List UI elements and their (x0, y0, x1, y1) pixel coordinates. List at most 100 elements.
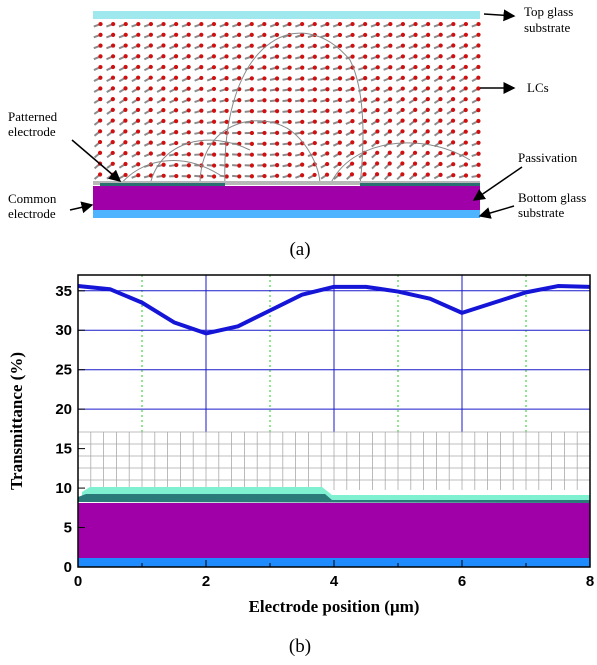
lc-dot (148, 118, 153, 123)
lc-dot (451, 86, 456, 91)
lc-dot (425, 140, 430, 145)
lc-dot (451, 173, 456, 178)
lc-dot (300, 173, 305, 178)
lc-dot (350, 97, 355, 102)
lc-dot (123, 32, 128, 37)
lc-dot (337, 140, 342, 145)
caption: (a) (289, 239, 310, 260)
lc-dot (224, 108, 229, 114)
lc-dot (136, 43, 141, 48)
lc-dot (199, 54, 204, 59)
lc-dot (110, 75, 116, 80)
y-tick-label: 10 (55, 480, 72, 497)
lc-dot (476, 129, 481, 134)
lc-dot (287, 109, 292, 114)
lc-dot (262, 32, 267, 37)
lc-dot (375, 54, 380, 59)
lc-dot (463, 162, 469, 167)
lc-dot (211, 86, 217, 92)
lc-dot (161, 32, 166, 37)
lc-dot (237, 65, 242, 70)
lc-dot (337, 43, 343, 48)
lc-dot (476, 75, 481, 80)
lc-dot (211, 130, 217, 135)
lc-dot (450, 140, 456, 145)
lc-dot (262, 109, 267, 114)
lc-dot (224, 65, 229, 70)
lc-dot (362, 118, 368, 124)
lc-dot (98, 64, 103, 70)
lc-dot (173, 75, 179, 80)
lc-dot (337, 87, 343, 92)
lc-dot (199, 130, 204, 135)
lc-dot (413, 54, 418, 59)
lc-dot (287, 141, 292, 146)
lc-dot (249, 98, 254, 103)
lc-dot (300, 151, 305, 157)
lc-dot (325, 65, 330, 70)
lc-dot (374, 172, 380, 177)
lc-dot (463, 140, 468, 145)
lc-cell-diagram: Top glass substrate LCs Patterned electr… (8, 4, 586, 260)
label: Top glass (524, 4, 573, 19)
lc-dot (337, 161, 342, 166)
lc-dot (135, 129, 141, 134)
lc-dot (451, 64, 456, 70)
lc-dot (287, 43, 292, 48)
lc-dot (161, 129, 166, 134)
lc-dot (476, 118, 481, 124)
lc-dot (375, 129, 380, 134)
lc-dot (110, 107, 115, 112)
lc-dot (110, 97, 115, 102)
lc-dot (451, 43, 456, 48)
lc-dot (123, 107, 128, 112)
lc-dot (350, 32, 355, 38)
lc-dot (375, 65, 380, 70)
lc-dot (287, 130, 292, 135)
field-lines (119, 32, 471, 186)
plot: 0 2 4 6 8 0 5 10 15 20 25 30 35 (55, 274, 594, 590)
lc-dot (337, 54, 343, 59)
lc-dot (438, 75, 443, 80)
lc-dot (287, 98, 292, 103)
lc-dot (350, 86, 355, 92)
label: Common (8, 191, 57, 206)
lc-dot (148, 129, 153, 134)
lc-dot (413, 86, 418, 91)
bottom-glass (93, 210, 480, 218)
lc-dot (262, 76, 267, 81)
lc-dot (136, 64, 141, 70)
lc-dot (362, 172, 367, 177)
lc-dot (237, 43, 242, 48)
lc-dot (174, 162, 179, 168)
lc-dot (337, 97, 343, 102)
lc-dot (148, 64, 153, 70)
lc-dot (476, 54, 481, 59)
lc-dot (110, 129, 115, 134)
transmittance-curve (77, 284, 591, 336)
lc-dot (463, 32, 469, 37)
lc-dot (173, 86, 179, 91)
lc-dot (325, 54, 330, 59)
lc-dot (211, 97, 217, 102)
y-tick-label: 15 (55, 441, 72, 458)
lc-dot (375, 43, 380, 48)
lc-dot (211, 32, 217, 37)
lc-dot (287, 65, 292, 70)
lc-dot (400, 129, 405, 134)
lc-dot (438, 32, 443, 37)
lc-dot (110, 86, 116, 91)
lc-dot (186, 75, 191, 80)
lc-dot (312, 76, 317, 81)
lc-dot (224, 97, 229, 103)
lc-dot (123, 54, 128, 59)
lc-dot (186, 54, 191, 59)
lc-dot (425, 54, 431, 59)
label: LCs (527, 80, 549, 95)
label: Bottom glass (518, 190, 586, 205)
lc-dot (199, 141, 204, 146)
lc-dot (249, 32, 254, 37)
lc-dot (400, 172, 405, 177)
lc-dot (387, 139, 392, 145)
lc-dot (274, 152, 280, 157)
